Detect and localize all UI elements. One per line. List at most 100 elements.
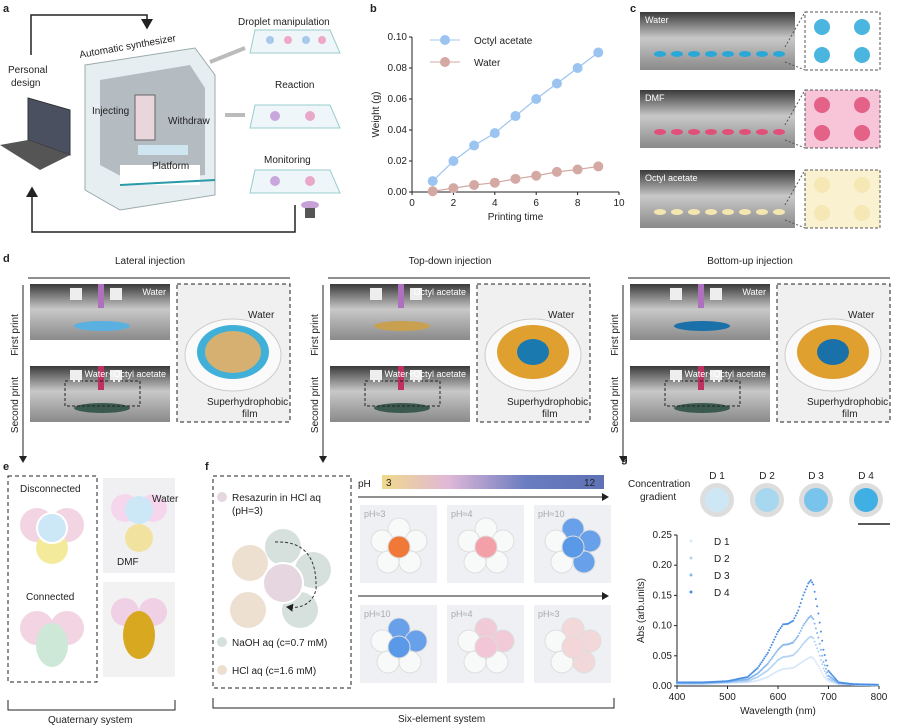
zoom-guide bbox=[784, 89, 806, 149]
data-point bbox=[821, 654, 824, 657]
monitoring-label: Monitoring bbox=[264, 155, 311, 166]
droplet bbox=[722, 209, 734, 215]
droplet-manipulation-label: Droplet manipulation bbox=[238, 17, 330, 28]
data-point bbox=[761, 667, 764, 670]
y-tick-label: 0.02 bbox=[388, 156, 408, 167]
data-point bbox=[773, 662, 776, 665]
data-point bbox=[773, 638, 776, 641]
ph-label: pH≈3 bbox=[538, 609, 559, 619]
data-point bbox=[798, 632, 801, 635]
y-tick-label: 0.10 bbox=[388, 32, 408, 43]
panel-d: d Lateral injection First print Second pri… bbox=[3, 253, 891, 463]
data-point bbox=[822, 674, 825, 677]
droplet-trays bbox=[209, 29, 341, 194]
data-point bbox=[817, 636, 820, 639]
film-label: Superhydrophobic bbox=[207, 397, 288, 408]
data-point bbox=[823, 670, 826, 673]
data-point bbox=[813, 640, 816, 643]
data-point bbox=[802, 624, 805, 627]
data-point bbox=[798, 605, 801, 608]
data-point bbox=[764, 665, 767, 668]
droplet bbox=[654, 209, 666, 215]
data-point bbox=[812, 657, 815, 660]
data-point bbox=[780, 625, 783, 628]
data-point bbox=[812, 617, 815, 620]
data-point bbox=[572, 164, 583, 175]
droplet bbox=[671, 209, 683, 215]
data-point bbox=[797, 609, 800, 612]
reaction-label: Reaction bbox=[275, 80, 314, 91]
data-point bbox=[814, 598, 817, 601]
data-point bbox=[812, 583, 815, 586]
photo-label: Water+Octyl acetate bbox=[385, 369, 466, 379]
film-label: Superhydrophobic bbox=[807, 397, 888, 408]
droplet bbox=[674, 321, 730, 331]
legend-naoh: NaOH aq (c=0.7 mM) bbox=[232, 638, 327, 649]
legend-label: D 1 bbox=[714, 537, 730, 548]
data-point bbox=[793, 639, 796, 642]
data-point bbox=[814, 627, 817, 630]
second-print-label: Second print bbox=[10, 377, 21, 433]
data-point bbox=[827, 669, 830, 672]
x-tick-label: 500 bbox=[719, 692, 736, 703]
droplet bbox=[705, 209, 717, 215]
data-point bbox=[807, 582, 810, 585]
data-point bbox=[448, 183, 459, 194]
photo-0 bbox=[640, 12, 795, 70]
water-label: Water bbox=[548, 310, 575, 321]
x-axis-label: Printing time bbox=[488, 212, 544, 223]
data-point bbox=[806, 619, 809, 622]
data-point bbox=[813, 659, 816, 662]
data-point bbox=[572, 63, 583, 73]
data-point bbox=[800, 644, 803, 647]
personal-design-label: design bbox=[11, 78, 40, 89]
drop bbox=[755, 488, 779, 512]
ph-label: pH≈10 bbox=[538, 509, 564, 519]
drop bbox=[854, 488, 878, 512]
droplet bbox=[705, 129, 717, 135]
center-droplet bbox=[561, 535, 585, 559]
data-point bbox=[833, 677, 836, 680]
panel-g-chart: g Concentration gradient 400 500 600 700 800… bbox=[621, 453, 890, 717]
data-point bbox=[818, 667, 821, 670]
data-point bbox=[823, 664, 826, 667]
synthesizer-illustration bbox=[84, 47, 216, 211]
data-point bbox=[778, 647, 781, 650]
drop bbox=[804, 488, 828, 512]
y-tick-label: 0.08 bbox=[388, 63, 408, 74]
legend-hcl: HCl aq (c=1.6 mM) bbox=[232, 666, 316, 677]
data-point bbox=[799, 629, 802, 632]
droplet bbox=[654, 129, 666, 135]
data-point bbox=[799, 601, 802, 604]
feedback-arrow bbox=[26, 186, 296, 233]
six-element-system-label: Six-element system bbox=[398, 714, 485, 725]
data-point bbox=[813, 590, 816, 593]
data-point bbox=[836, 679, 839, 682]
water-label: Water bbox=[848, 310, 875, 321]
data-point bbox=[768, 660, 771, 663]
center-droplet bbox=[474, 535, 498, 559]
first-print-label: First print bbox=[10, 314, 21, 356]
x-tick-label: 10 bbox=[613, 198, 625, 209]
data-point bbox=[766, 669, 769, 672]
droplet bbox=[674, 403, 730, 413]
solvent-label: DMF bbox=[645, 93, 665, 103]
disconnected-label: Disconnected bbox=[20, 484, 81, 495]
panel-label: e bbox=[3, 461, 9, 473]
data-point bbox=[821, 672, 824, 675]
panel-b-chart: b 0 2 4 6 8 10 0.00 0.02 0.04 0.06 0.08 0.10 Printin… bbox=[370, 3, 625, 223]
data-point bbox=[770, 665, 773, 668]
photo-label: Water+Octyl acetate bbox=[85, 369, 166, 379]
panel-label: f bbox=[205, 461, 209, 473]
data-point bbox=[808, 616, 811, 619]
zoom-box bbox=[64, 380, 141, 407]
droplet-zoom bbox=[814, 47, 830, 63]
bracket bbox=[7, 700, 176, 711]
data-point bbox=[777, 630, 779, 633]
data-point bbox=[778, 628, 781, 631]
panel-label: g bbox=[621, 453, 628, 465]
droplet bbox=[671, 51, 683, 57]
data-point bbox=[809, 579, 812, 582]
droplet-zoom bbox=[814, 205, 830, 221]
